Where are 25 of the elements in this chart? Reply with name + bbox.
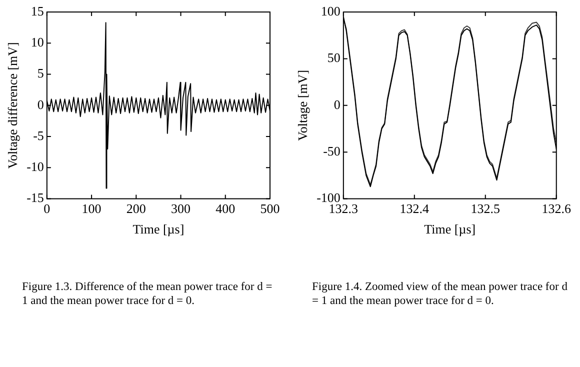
caption: Figure 1.4. Zoomed view of the mean power trace for d = 1 and the mean power trace for d = 0. [312,280,568,308]
x-axis-title: Time [µs] [424,222,476,237]
x-tick-label: 200 [126,201,146,216]
y-tick-label: 0 [37,96,44,112]
x-tick-label: 400 [216,201,236,216]
y-tick-label: 15 [30,3,44,18]
x-tick-label: 132.6 [542,201,572,216]
x-tick-label: 500 [260,201,280,216]
y-tick-label: 5 [37,66,44,81]
x-axis-title: Time [µs] [132,222,184,237]
x-tick-label: 300 [171,201,191,216]
x-tick-label: 132.4 [400,201,430,216]
y-tick-label: -10 [26,159,44,174]
y-tick-label: 100 [320,3,340,18]
y-tick-label: -50 [323,144,340,159]
y-tick-label: 0 [334,96,340,112]
x-tick-label: 132.5 [470,201,500,216]
y-tick-label: -15 [26,190,44,206]
y-tick-label: 10 [30,34,44,50]
y-axis-title: Voltage difference [mV] [5,42,20,169]
y-tick-label: -5 [33,128,44,143]
y-tick-label: 50 [327,50,340,66]
y-axis-title: Voltage [mV] [295,70,310,141]
x-tick-label: 100 [82,201,102,216]
caption: Figure 1.3. Difference of the mean power trace for d = 1 and the mean power trace for d = 0. [22,280,274,308]
